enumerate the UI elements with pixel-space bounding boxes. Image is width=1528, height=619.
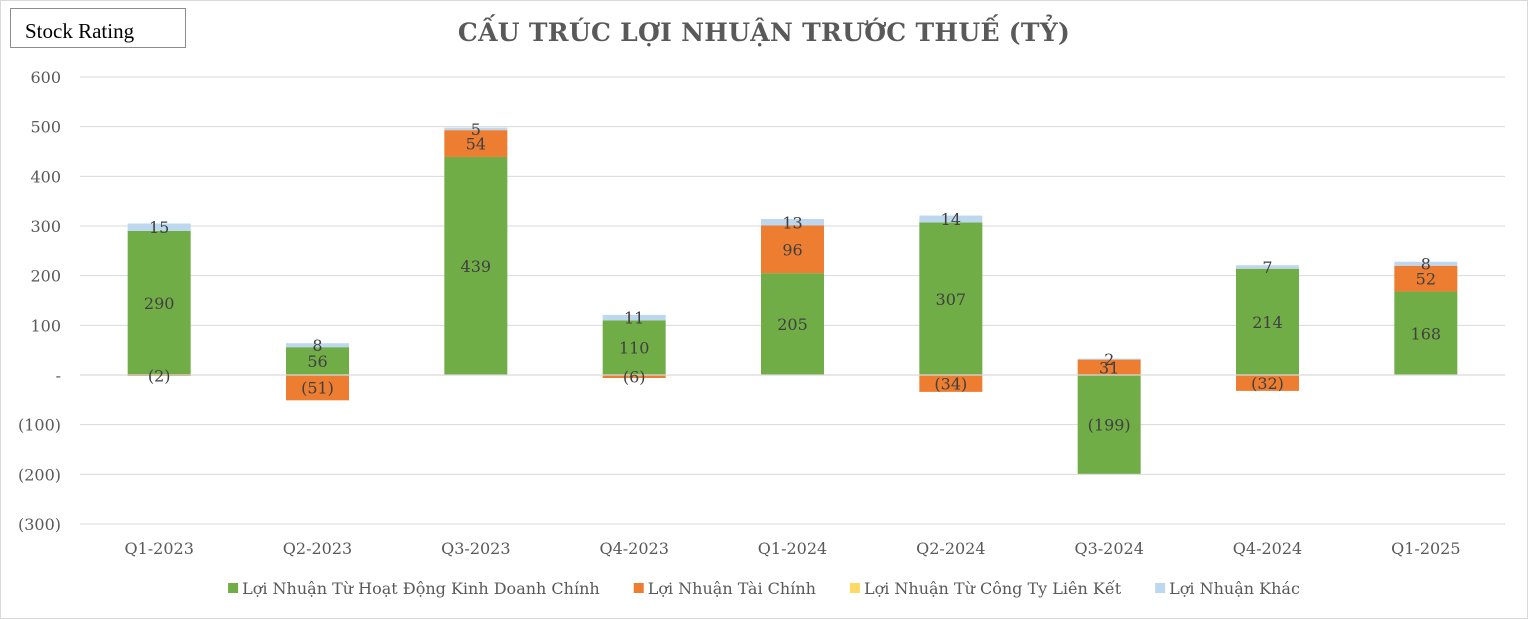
data-label: (6)	[623, 367, 646, 386]
y-tick-label: 500	[30, 118, 61, 137]
bar-segment	[602, 320, 666, 375]
y-axis: 600 500 400 300 200 100 - (100) (200) (300)	[18, 68, 61, 534]
bar-segment	[1077, 359, 1141, 375]
bar-segment	[919, 375, 983, 392]
x-tick-label: Q3-2023	[441, 539, 510, 558]
data-label: 8	[312, 336, 322, 355]
bar-segment	[286, 375, 349, 401]
x-tick-label: Q2-2023	[283, 539, 352, 558]
data-label: 96	[782, 240, 802, 259]
data-label: 290	[144, 294, 175, 313]
data-label: 5	[471, 120, 481, 139]
bar-segment	[761, 273, 824, 375]
bar-segment	[1394, 265, 1458, 292]
legend-swatch	[633, 583, 644, 593]
data-label: 52	[1416, 270, 1436, 289]
data-label: 8	[1421, 255, 1431, 274]
data-label: 214	[1252, 313, 1283, 332]
x-axis: Q1-2023 Q2-2023 Q3-2023 Q4-2023 Q1-2024 Q2-20…	[124, 539, 1460, 558]
x-tick-label: Q2-2024	[916, 539, 985, 558]
bar-segment	[444, 130, 508, 157]
bar-segment	[444, 156, 508, 375]
y-tick-label: (100)	[18, 416, 61, 435]
bars	[127, 127, 1458, 474]
legend-item: Lợi Nhuận Khác	[1155, 579, 1300, 598]
data-label: 439	[461, 257, 492, 276]
bar-segment	[1077, 358, 1141, 360]
legend-label: Lợi Nhuận Từ Công Ty Liên Kết	[864, 579, 1122, 598]
bar-segment	[919, 222, 983, 375]
bar-segment	[444, 127, 508, 131]
bar-segment	[1236, 268, 1299, 375]
data-label: 56	[307, 352, 327, 371]
bar-segment	[1236, 265, 1299, 269]
data-label: 11	[624, 309, 644, 328]
data-label: 54	[466, 135, 486, 154]
bar-segment	[602, 314, 666, 321]
legend-item: Lợi Nhuận Tài Chính	[633, 579, 816, 598]
legend-swatch	[1155, 583, 1166, 593]
x-tick-label: Q4-2024	[1233, 539, 1302, 558]
data-label: 2	[1104, 350, 1114, 369]
x-tick-label: Q1-2023	[124, 539, 193, 558]
bar-segment	[286, 347, 349, 375]
bar-segment	[286, 343, 349, 348]
legend-swatch	[228, 583, 239, 593]
bar-segment	[761, 225, 824, 274]
data-label: (34)	[934, 374, 967, 393]
bar-segment	[1394, 291, 1458, 375]
legend-label: Lợi Nhuận Khác	[1169, 579, 1300, 598]
x-tick-label: Q3-2024	[1074, 539, 1143, 558]
bar-segment	[1394, 261, 1458, 266]
data-label: (32)	[1251, 374, 1284, 393]
legend-item: Lợi Nhuận Từ Hoạt Động Kinh Doanh Chính	[228, 579, 600, 598]
bar-segment	[919, 215, 983, 223]
data-label: 205	[777, 315, 808, 334]
stock-rating-badge: Stock Rating	[10, 8, 186, 48]
data-label: 307	[936, 290, 967, 309]
bar-segment	[127, 230, 191, 375]
y-tick-label: 600	[30, 68, 61, 87]
y-tick-label: 400	[30, 167, 61, 186]
y-tick-label: 300	[30, 217, 61, 236]
data-label: (199)	[1088, 415, 1131, 434]
data-label: 168	[1411, 324, 1442, 343]
bar-segment	[1236, 375, 1299, 391]
y-tick-label: (300)	[18, 515, 61, 534]
legend-label: Lợi Nhuận Tài Chính	[648, 579, 816, 598]
chart-title: CẤU TRÚC LỢI NHUẬN TRƯỚC THUẾ (TỶ)	[457, 18, 1071, 47]
y-tick-label: -	[56, 366, 61, 385]
data-label: 15	[149, 218, 169, 237]
data-label: 14	[941, 210, 961, 229]
data-labels: 290 (2) 15 56 (51) 8 439 545 110 (6) 11 205 96 13 307 (…	[144, 120, 1441, 435]
data-label: (2)	[148, 366, 171, 385]
y-tick-label: 200	[30, 267, 61, 286]
data-label: 13	[782, 213, 802, 232]
legend-item: Lợi Nhuận Từ Công Ty Liên Kết	[849, 579, 1122, 598]
y-tick-label: (200)	[18, 465, 61, 484]
bar-segment	[1077, 375, 1141, 474]
data-label: (51)	[301, 379, 334, 398]
data-label: 31	[1099, 358, 1119, 377]
legend: Lợi Nhuận Từ Hoạt Động Kinh Doanh Chính L…	[228, 579, 1300, 598]
x-tick-label: Q4-2023	[599, 539, 668, 558]
bar-segment	[761, 219, 824, 226]
bar-segment	[127, 223, 191, 231]
data-label: 7	[1262, 258, 1272, 277]
data-label: 110	[619, 339, 650, 358]
x-tick-label: Q1-2024	[758, 539, 827, 558]
bar-segment	[602, 375, 666, 378]
legend-label: Lợi Nhuận Từ Hoạt Động Kinh Doanh Chính	[242, 579, 600, 598]
y-tick-label: 100	[30, 316, 61, 335]
legend-swatch	[849, 583, 860, 593]
x-tick-label: Q1-2025	[1391, 539, 1460, 558]
